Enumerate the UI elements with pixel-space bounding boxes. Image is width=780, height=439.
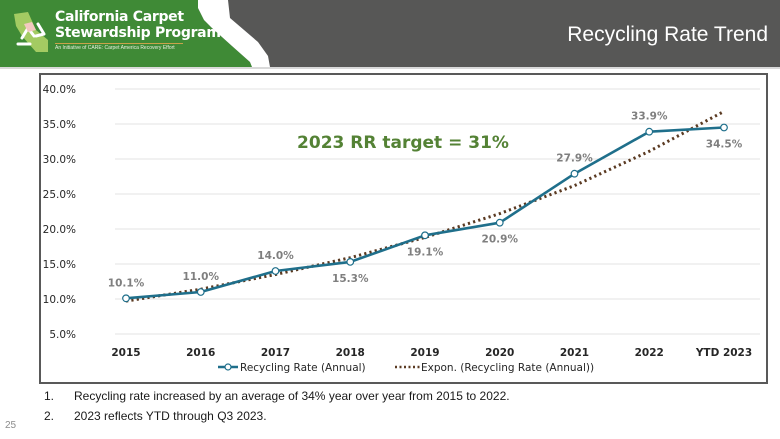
recycle-logo-icon — [14, 12, 48, 52]
logo-title: California Carpet Stewardship Program — [55, 9, 221, 41]
data-labels: 10.1% 11.0% 14.0% 15.3% 19.1% 20.9% 27.9% 33.9%… — [108, 111, 743, 290]
data-label: 20.9% — [482, 234, 519, 246]
green-banner-shape — [0, 0, 252, 67]
data-label: 27.9% — [556, 153, 593, 165]
chart-frame — [39, 73, 768, 384]
legend: Recycling Rate (Annual) Expon. (Recyclin… — [218, 362, 594, 374]
header-banner — [0, 0, 270, 67]
page-number: 25 — [5, 420, 17, 431]
footnote-1-text: Recycling rate increased by an average o… — [74, 389, 510, 403]
california-silhouette — [198, 0, 270, 67]
data-point[interactable] — [346, 258, 355, 266]
data-point[interactable] — [570, 169, 579, 178]
slide-title: Recycling Rate Trend — [567, 23, 768, 46]
legend-item-expon-trend[interactable]: Expon. (Recycling Rate (Annual)) — [395, 362, 594, 374]
x-tick-label: 2019 — [410, 347, 439, 359]
data-point[interactable] — [196, 288, 205, 296]
legend-item-recycling-rate[interactable]: Recycling Rate (Annual) — [218, 362, 366, 374]
legend-label-expon-trend: Expon. (Recycling Rate (Annual)) — [421, 362, 594, 374]
x-tick-label: 2018 — [336, 347, 365, 359]
x-tick-label: 2021 — [560, 347, 589, 359]
target-annotation: 2023 RR target = 31% — [297, 133, 509, 153]
y-tick-label: 35.0% — [43, 119, 76, 131]
data-label: 33.9% — [631, 111, 668, 123]
data-point[interactable] — [122, 294, 130, 303]
data-point[interactable] — [421, 231, 429, 240]
data-label: 34.5% — [706, 139, 743, 151]
data-label: 19.1% — [407, 246, 444, 258]
logo-title-line1: California Carpet — [55, 9, 184, 25]
data-point[interactable] — [271, 267, 280, 275]
y-tick-label: 40.0% — [43, 84, 76, 96]
x-tick-label: 2016 — [186, 347, 215, 359]
data-point[interactable] — [645, 127, 654, 136]
slide-header: California Carpet Stewardship Program An… — [0, 0, 780, 67]
data-point[interactable] — [720, 123, 728, 132]
gridlines — [115, 88, 760, 335]
data-point[interactable] — [495, 218, 504, 227]
logo-subtitle: An Initiative of CARE: Carpet America Re… — [55, 45, 175, 51]
x-axis-ticks: 2015 2016 2017 2018 2019 2020 2021 2022 YTD 2023 — [111, 347, 752, 359]
trendline-expon — [125, 110, 725, 303]
y-tick-label: 25.0% — [43, 189, 76, 201]
y-axis-ticks: 5.0% 10.0% 15.0% 20.0% 25.0% 30.0% 35.0% 40.0% — [43, 84, 76, 341]
data-label: 10.1% — [108, 277, 145, 289]
data-label: 11.0% — [183, 271, 220, 283]
x-tick-label: YTD 2023 — [695, 347, 752, 359]
y-tick-label: 15.0% — [43, 259, 76, 271]
x-tick-label: 2015 — [111, 347, 140, 359]
y-tick-label: 10.0% — [43, 294, 76, 306]
footnote-2-text: 2023 reflects YTD through Q3 2023. — [74, 409, 267, 423]
x-tick-label: 2017 — [261, 347, 290, 359]
data-label: 15.3% — [332, 273, 369, 285]
logo-title-line2: Stewardship Program — [55, 25, 221, 41]
footnote-2-number: 2. — [44, 409, 55, 423]
footnote-2: 2. 2023 reflects YTD through Q3 2023. — [44, 409, 267, 423]
logo-underline — [55, 43, 183, 44]
legend-label-recycling-rate: Recycling Rate (Annual) — [240, 362, 366, 374]
x-tick-label: 2022 — [635, 347, 664, 359]
y-tick-label: 20.0% — [43, 224, 76, 236]
header-divider — [0, 67, 780, 69]
footnote-1-number: 1. — [44, 389, 55, 403]
data-markers — [122, 123, 728, 303]
y-tick-label: 30.0% — [43, 154, 76, 166]
x-tick-label: 2020 — [485, 347, 514, 359]
footnote-1: 1. Recycling rate increased by an average… — [44, 389, 510, 403]
y-tick-label: 5.0% — [49, 329, 76, 341]
legend-marker-icon — [224, 363, 232, 371]
data-label: 14.0% — [257, 250, 294, 262]
